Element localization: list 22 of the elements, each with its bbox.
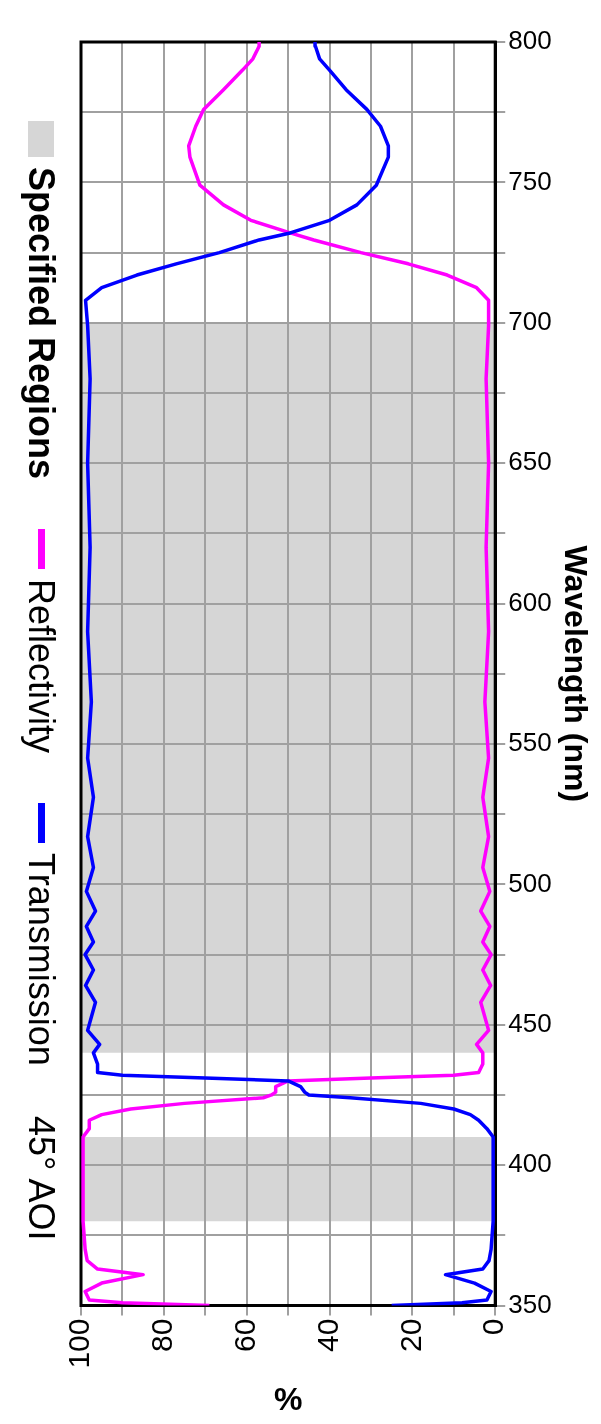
legend-label: Reflectivity [20,578,62,753]
y-tick-label: 400 [508,1148,552,1179]
y-tick-label: 600 [508,586,552,617]
y-tick-label: 750 [508,165,552,196]
x-tick-label: 40 [310,1318,344,1352]
x-tick-label: 0 [476,1318,510,1336]
y-tick-label: 450 [508,1007,552,1038]
legend-title: 45° AOI [20,1115,62,1240]
y-axis-title: Wavelength (nm) [557,545,594,803]
y-tick-label: 650 [508,446,552,477]
x-axis-title: % [273,1380,303,1417]
y-tick-label: 550 [508,727,552,758]
x-tick-label: 100 [62,1318,96,1369]
y-tick-label: 800 [508,25,552,56]
x-tick-label: 60 [227,1318,261,1352]
y-tick-label: 500 [508,867,552,898]
x-tick-label: 80 [145,1318,179,1352]
y-tick-label: 350 [508,1288,552,1319]
y-tick-label: 700 [508,305,552,336]
legend-label: Transmission [20,852,62,1066]
legend-label: Specified Regions [20,166,62,479]
x-tick-label: 20 [393,1318,427,1352]
